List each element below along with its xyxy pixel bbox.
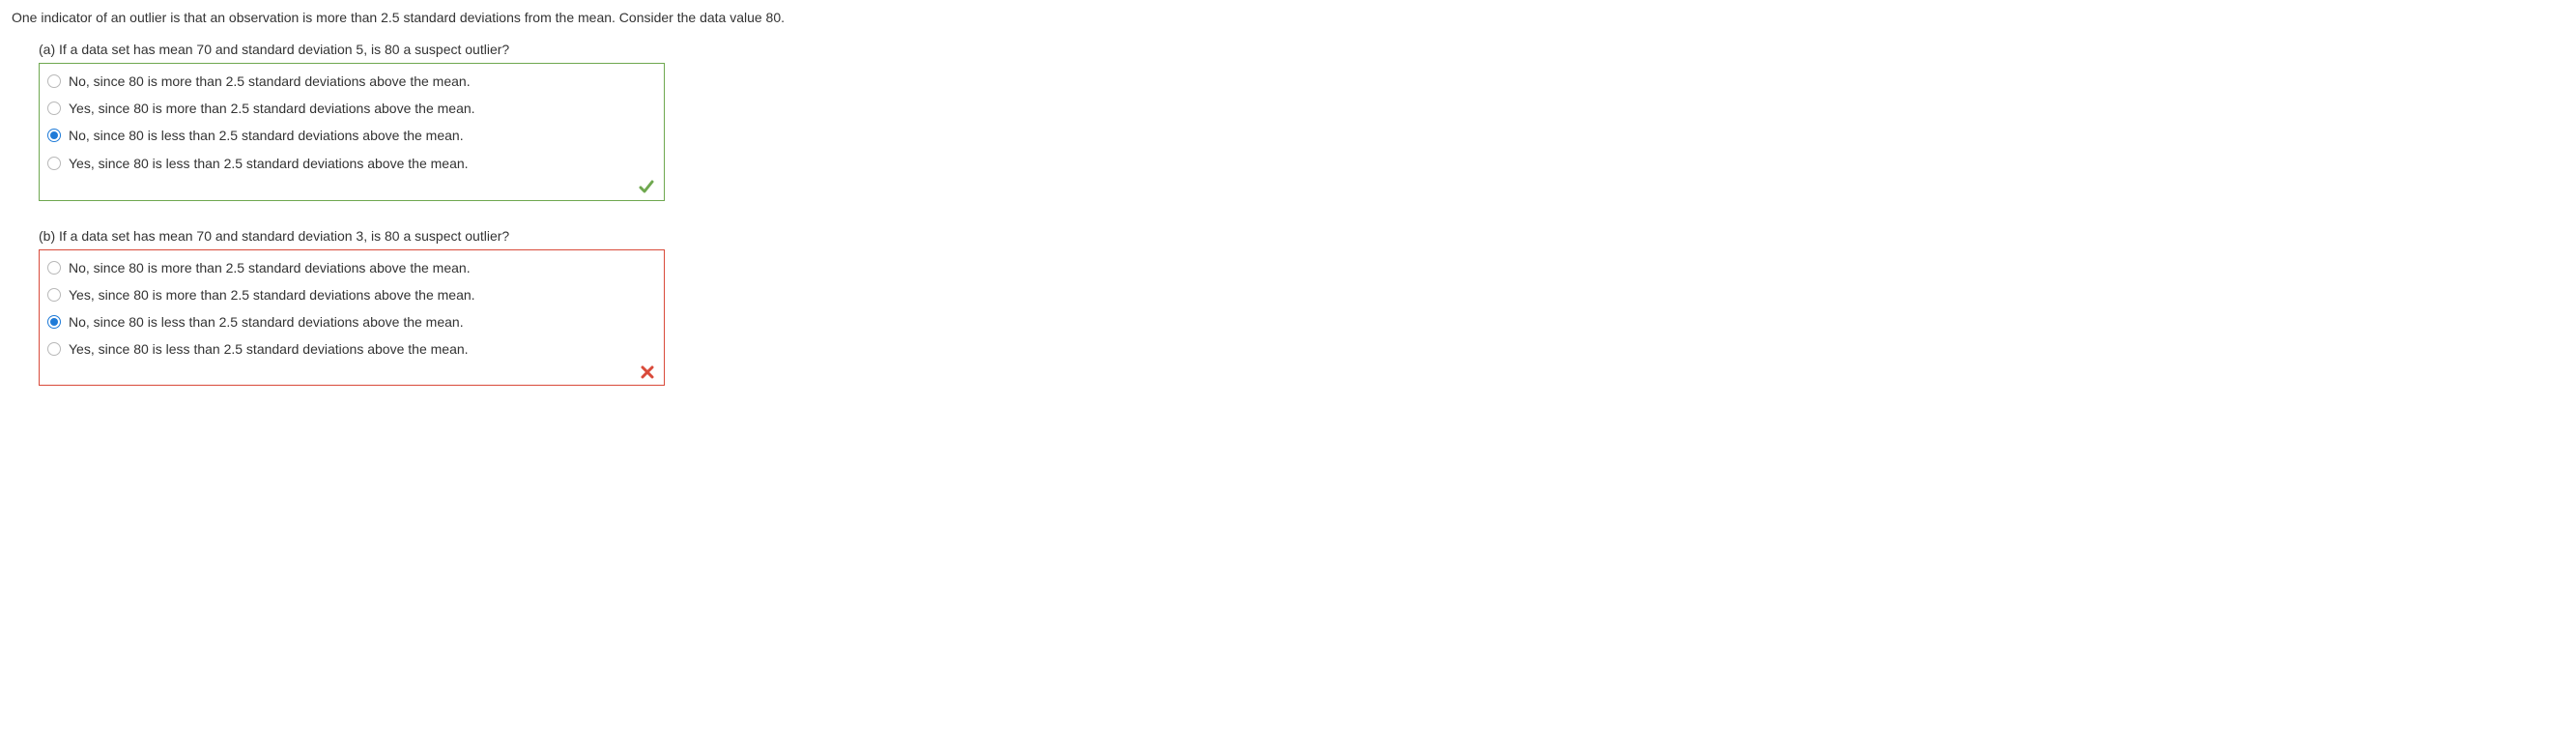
- part-b-label: (b) If a data set has mean 70 and standa…: [39, 228, 2564, 244]
- part-a-option-4[interactable]: Yes, since 80 is less than 2.5 standard …: [40, 150, 664, 177]
- part-b-option-4[interactable]: Yes, since 80 is less than 2.5 standard …: [40, 335, 664, 362]
- part-a-option-1[interactable]: No, since 80 is more than 2.5 standard d…: [40, 68, 664, 95]
- radio-icon[interactable]: [47, 342, 61, 356]
- part-a-option-3[interactable]: No, since 80 is less than 2.5 standard d…: [40, 122, 664, 149]
- radio-icon[interactable]: [47, 261, 61, 275]
- option-text: No, since 80 is less than 2.5 standard d…: [69, 127, 464, 144]
- part-a-feedback: [40, 177, 664, 198]
- radio-icon[interactable]: [47, 288, 61, 302]
- part-b-option-2[interactable]: Yes, since 80 is more than 2.5 standard …: [40, 281, 664, 308]
- part-b-feedback: [40, 363, 664, 383]
- option-text: Yes, since 80 is less than 2.5 standard …: [69, 155, 469, 172]
- option-text: No, since 80 is more than 2.5 standard d…: [69, 259, 471, 276]
- cross-icon: [641, 365, 654, 379]
- radio-icon[interactable]: [47, 74, 61, 88]
- part-b-answer-box: No, since 80 is more than 2.5 standard d…: [39, 249, 665, 386]
- check-icon: [639, 179, 654, 194]
- option-text: Yes, since 80 is less than 2.5 standard …: [69, 340, 469, 358]
- radio-icon[interactable]: [47, 157, 61, 170]
- part-b-option-1[interactable]: No, since 80 is more than 2.5 standard d…: [40, 254, 664, 281]
- option-text: No, since 80 is more than 2.5 standard d…: [69, 72, 471, 90]
- part-a-label: (a) If a data set has mean 70 and standa…: [39, 42, 2564, 57]
- option-text: Yes, since 80 is more than 2.5 standard …: [69, 100, 475, 117]
- option-text: Yes, since 80 is more than 2.5 standard …: [69, 286, 475, 304]
- radio-icon[interactable]: [47, 129, 61, 142]
- radio-icon[interactable]: [47, 102, 61, 115]
- question-intro: One indicator of an outlier is that an o…: [12, 8, 2564, 28]
- part-b-option-3[interactable]: No, since 80 is less than 2.5 standard d…: [40, 308, 664, 335]
- radio-icon[interactable]: [47, 315, 61, 329]
- part-a-answer-box: No, since 80 is more than 2.5 standard d…: [39, 63, 665, 201]
- option-text: No, since 80 is less than 2.5 standard d…: [69, 313, 464, 331]
- part-a-option-2[interactable]: Yes, since 80 is more than 2.5 standard …: [40, 95, 664, 122]
